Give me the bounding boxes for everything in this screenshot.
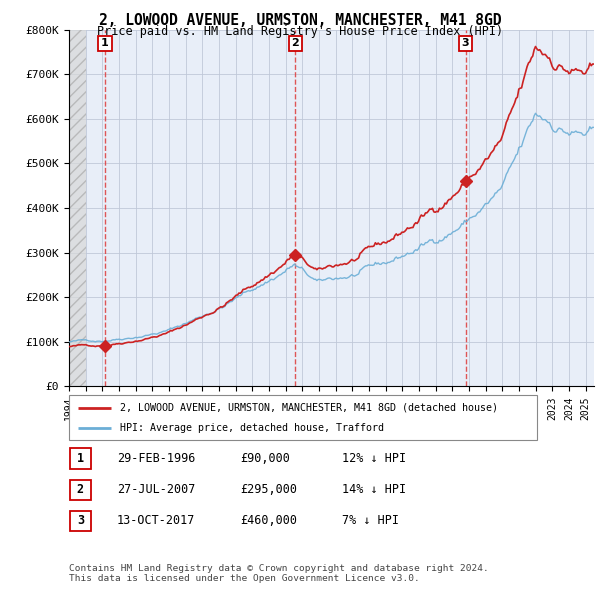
Text: £90,000: £90,000 bbox=[240, 452, 290, 465]
Text: 13-OCT-2017: 13-OCT-2017 bbox=[117, 514, 196, 527]
Text: 2, LOWOOD AVENUE, URMSTON, MANCHESTER, M41 8GD: 2, LOWOOD AVENUE, URMSTON, MANCHESTER, M… bbox=[99, 13, 501, 28]
Text: £295,000: £295,000 bbox=[240, 483, 297, 496]
FancyBboxPatch shape bbox=[70, 480, 91, 500]
Bar bbox=[69, 7, 86, 386]
Text: 1: 1 bbox=[101, 38, 109, 48]
Text: 2, LOWOOD AVENUE, URMSTON, MANCHESTER, M41 8GD (detached house): 2, LOWOOD AVENUE, URMSTON, MANCHESTER, M… bbox=[121, 403, 499, 412]
Text: 1: 1 bbox=[77, 452, 84, 465]
Text: 3: 3 bbox=[461, 38, 469, 48]
Text: Contains HM Land Registry data © Crown copyright and database right 2024.
This d: Contains HM Land Registry data © Crown c… bbox=[69, 563, 489, 583]
Text: 27-JUL-2007: 27-JUL-2007 bbox=[117, 483, 196, 496]
FancyBboxPatch shape bbox=[70, 511, 91, 531]
Text: 3: 3 bbox=[77, 514, 84, 527]
Text: 12% ↓ HPI: 12% ↓ HPI bbox=[342, 452, 406, 465]
FancyBboxPatch shape bbox=[69, 395, 537, 440]
Text: £460,000: £460,000 bbox=[240, 514, 297, 527]
Text: 2: 2 bbox=[77, 483, 84, 496]
Text: 7% ↓ HPI: 7% ↓ HPI bbox=[342, 514, 399, 527]
Text: HPI: Average price, detached house, Trafford: HPI: Average price, detached house, Traf… bbox=[121, 424, 385, 434]
Text: 29-FEB-1996: 29-FEB-1996 bbox=[117, 452, 196, 465]
Text: 14% ↓ HPI: 14% ↓ HPI bbox=[342, 483, 406, 496]
Text: Price paid vs. HM Land Registry's House Price Index (HPI): Price paid vs. HM Land Registry's House … bbox=[97, 25, 503, 38]
FancyBboxPatch shape bbox=[70, 448, 91, 468]
Text: 2: 2 bbox=[291, 38, 299, 48]
